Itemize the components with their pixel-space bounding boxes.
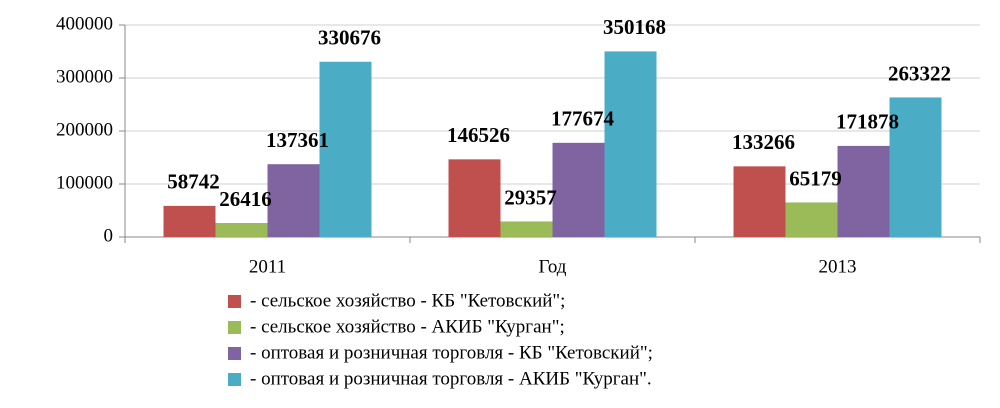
legend-label: - оптовая и розничная торговля - КБ "Кет… bbox=[250, 342, 653, 363]
x-tick-label: Год bbox=[539, 256, 567, 277]
legend-swatch bbox=[228, 321, 241, 334]
x-tick-label: 2011 bbox=[249, 256, 286, 277]
value-label: 330676 bbox=[318, 26, 381, 50]
legend-label: - оптовая и розничная торговля - АКИБ "К… bbox=[250, 368, 652, 389]
bar bbox=[500, 221, 553, 237]
legend-swatch bbox=[228, 373, 241, 386]
value-label: 58742 bbox=[167, 170, 220, 194]
y-tick-label: 100000 bbox=[56, 172, 113, 193]
y-tick-label: 0 bbox=[104, 225, 114, 246]
bar bbox=[319, 61, 372, 238]
value-label: 133266 bbox=[732, 130, 795, 154]
value-label: 146526 bbox=[447, 123, 510, 147]
bar bbox=[733, 166, 786, 237]
bar bbox=[448, 159, 501, 237]
bar bbox=[215, 222, 268, 237]
x-tick-label: 2013 bbox=[819, 256, 857, 277]
value-label: 26416 bbox=[219, 187, 272, 211]
bar bbox=[604, 51, 657, 237]
legend-swatch bbox=[228, 295, 241, 308]
value-label: 177674 bbox=[551, 107, 615, 131]
value-label: 350168 bbox=[603, 15, 666, 39]
bar bbox=[785, 202, 838, 237]
value-label: 263322 bbox=[888, 61, 951, 85]
bar bbox=[163, 205, 216, 237]
legend-swatch bbox=[228, 347, 241, 360]
value-label: 29357 bbox=[504, 185, 557, 209]
bar bbox=[552, 142, 605, 237]
legend-label: - сельское хозяйство - АКИБ "Курган"; bbox=[250, 316, 565, 337]
value-label: 137361 bbox=[266, 128, 329, 152]
y-tick-label: 200000 bbox=[56, 119, 113, 140]
value-label: 171878 bbox=[836, 110, 899, 134]
bar bbox=[889, 97, 942, 238]
y-tick-label: 300000 bbox=[56, 66, 113, 87]
y-tick-label: 400000 bbox=[56, 13, 113, 34]
legend-label: - сельское хозяйство - КБ "Кетовский"; bbox=[250, 290, 565, 311]
value-label: 65179 bbox=[789, 166, 842, 190]
bar bbox=[837, 145, 890, 237]
bar bbox=[267, 164, 320, 237]
